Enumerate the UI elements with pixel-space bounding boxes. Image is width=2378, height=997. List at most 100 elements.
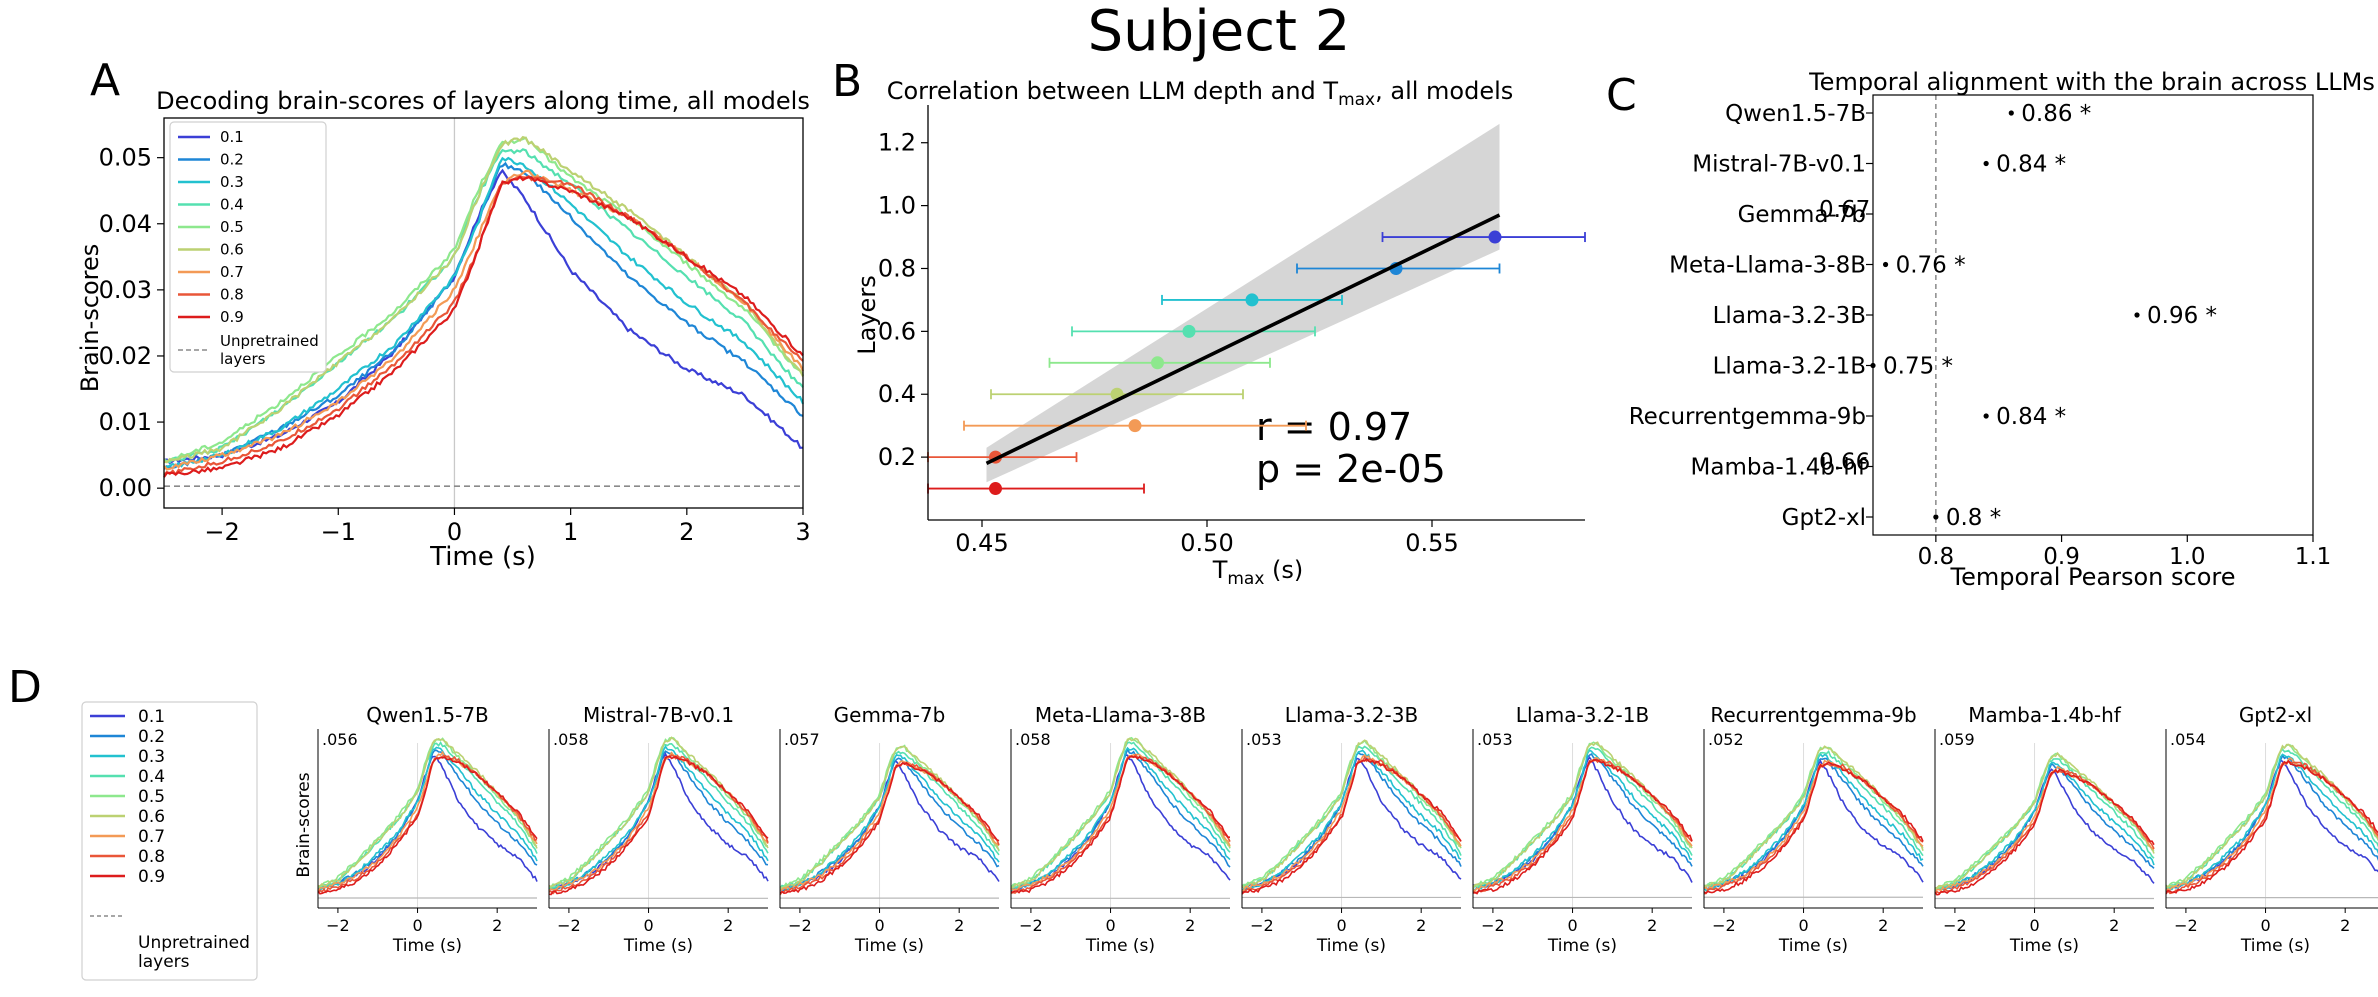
panel-d-ymax-label: .052 xyxy=(1708,730,1744,749)
panel-d-xtick-label: 2 xyxy=(1647,916,1657,935)
panel-d-series-0.9 xyxy=(1703,761,1924,894)
panel-a-frame xyxy=(163,117,804,509)
panel-d-legend-label: 0.2 xyxy=(138,727,165,747)
panel-c-xtick-label: 0.9 xyxy=(2043,544,2080,570)
panel-d-series-0.9 xyxy=(1241,758,1462,895)
panel-d-xtick-label: 2 xyxy=(723,916,733,935)
panel-c-score-label: 0.67 xyxy=(1819,197,1870,223)
panel-b-point-0.5 xyxy=(1151,356,1164,370)
panel-d-xtick-label: 2 xyxy=(2340,916,2350,935)
panel-d-series-0.7 xyxy=(779,760,1000,891)
panel-letter-c: C xyxy=(1606,70,1637,121)
panel-b-point-0.3 xyxy=(1245,293,1259,307)
panel-c-xtick-label: 1.0 xyxy=(2169,544,2206,570)
panel-b-ytick-label: 0.4 xyxy=(878,380,916,408)
panel-a-xtick-label: −1 xyxy=(321,518,356,546)
panel-d-subplot: Recurrentgemma-9b .052 −2 0 2 Time (s) xyxy=(1703,703,1924,956)
panel-d-xtick-label: 0 xyxy=(1336,916,1346,935)
panel-d-subplot-title: Gpt2-xl xyxy=(2239,703,2312,727)
panel-c-model-label: Llama-3.2-1B xyxy=(1713,354,1866,380)
panel-d-ymax-label: .058 xyxy=(1015,730,1051,749)
panel-c-model-label: Gemma-7b xyxy=(1738,202,1866,228)
panel-a-legend-label: 0.5 xyxy=(220,218,244,236)
panel-d-series-0.6 xyxy=(1010,737,1231,889)
panel-d-series-0.6 xyxy=(2165,743,2378,888)
panel-d-xtick-label: 0 xyxy=(1567,916,1577,935)
panel-d-xtick-label: 0 xyxy=(2260,916,2270,935)
panel-d-series-0.5 xyxy=(548,736,769,888)
panel-a-legend-label: 0.9 xyxy=(220,308,244,326)
panel-c-score-label: 0.84 * xyxy=(1996,404,2066,430)
panel-a-ylabel: Brain-scores xyxy=(76,244,104,393)
panel-d-ymax-label: .053 xyxy=(1477,730,1513,749)
panel-c-point xyxy=(1933,514,1939,520)
panel-d-legend-label-unpretrained-1: Unpretrained xyxy=(138,933,250,953)
panel-b-ytick-label: 0.6 xyxy=(878,317,916,345)
panel-d-xtick-label: −2 xyxy=(326,916,350,935)
panel-a-ytick-label: 0.03 xyxy=(99,276,152,304)
panel-a-xtick-label: 2 xyxy=(679,518,694,546)
panel-d-xtick-label: 0 xyxy=(2029,916,2039,935)
panel-d-series-0.9 xyxy=(1472,758,1693,895)
panel-d-subplot: Qwen1.5-7B .056 −2 0 2 Time (s) xyxy=(317,703,538,956)
panel-c-score-label: 0.84 * xyxy=(1996,152,2066,178)
panel-d-xlabel: Time (s) xyxy=(2240,936,2310,956)
panel-d-xlabel: Time (s) xyxy=(1085,936,1155,956)
panel-c-model-label: Mamba-1.4b-hf xyxy=(1691,455,1867,481)
panel-d-series-0.6 xyxy=(317,738,538,888)
panel-c-model-label: Mistral-7B-v0.1 xyxy=(1692,152,1866,178)
panel-d-xlabel: Time (s) xyxy=(1778,936,1848,956)
panel-a-ytick-label: 0.05 xyxy=(99,144,152,172)
panel-c-point xyxy=(1983,160,1989,167)
panel-d-xtick-label: −2 xyxy=(1481,916,1505,935)
panel-d-xlabel: Time (s) xyxy=(2009,936,2079,956)
panel-d-subplot-title: Mistral-7B-v0.1 xyxy=(583,703,734,727)
panel-a-ytick-label: 0.00 xyxy=(99,474,152,502)
panel-b-ytick-label: 0.8 xyxy=(878,254,916,282)
panel-b-regression-line xyxy=(985,213,1501,466)
panel-d-ymax-label: .058 xyxy=(553,730,589,749)
panel-d-series-0.5 xyxy=(779,744,1000,890)
panel-a-series-0.3 xyxy=(163,156,805,469)
panel-d-legend-label: 0.7 xyxy=(138,827,165,847)
panel-d-legend-frame xyxy=(81,701,258,981)
panel-a-xtick-label: 1 xyxy=(563,518,578,546)
panel-d-subplot: Gemma-7b .057 −2 0 2 Time (s) xyxy=(779,703,1000,956)
panel-c-model-label: Recurrentgemma-9b xyxy=(1629,404,1866,430)
panel-d-subplot: Llama-3.2-1B.053 −2 0 2 Time (s) xyxy=(1472,703,1693,956)
panel-b-title-sub: max xyxy=(1338,90,1375,110)
panel-d-series-0.9 xyxy=(1934,768,2155,896)
panel-d-xtick-label: −2 xyxy=(2174,916,2198,935)
panel-d-series-0.3 xyxy=(1703,752,1924,892)
panel-d-series-0.9 xyxy=(1010,755,1231,894)
panel-d-xtick-label: 2 xyxy=(492,916,502,935)
panel-b-r-annotation: r = 0.97 xyxy=(1256,405,1412,449)
panel-d-series-0.9 xyxy=(317,756,538,895)
panel-d-xtick-label: −2 xyxy=(557,916,581,935)
panel-d-subplot: Gpt2-xl .054 −2 0 2 Time (s) xyxy=(2165,703,2378,956)
panel-d-subplot: Llama-3.2-3B.053 −2 0 2 Time (s) xyxy=(1241,703,1462,956)
panel-d-subplot-title: Gemma-7b xyxy=(834,703,946,727)
panel-d-legend-label: 0.4 xyxy=(138,767,165,787)
panel-d-xtick-label: 0 xyxy=(874,916,884,935)
panel-d-xtick-label: 2 xyxy=(2109,916,2119,935)
panel-a-ytick-label: 0.02 xyxy=(99,342,152,370)
panel-d-xtick-label: 2 xyxy=(1878,916,1888,935)
panel-c-model-label: Gpt2-xl xyxy=(1782,505,1866,531)
panel-b-ylabel: Layers xyxy=(853,275,881,354)
panel-c-point xyxy=(1870,362,1876,369)
panel-d-series-0.4 xyxy=(1010,741,1231,888)
panel-a-series-0.9 xyxy=(163,175,804,478)
panel-d-charts: 0.10.20.30.40.50.60.70.80.9 Unpretrainedl… xyxy=(81,701,2378,981)
panel-d-xtick-label: −2 xyxy=(1019,916,1043,935)
panel-d-series-0.3 xyxy=(1241,749,1462,891)
panel-a-chart: Decoding brain-scores of layers along ti… xyxy=(76,87,811,572)
panel-c-score-label: 0.66 xyxy=(1819,450,1870,476)
panel-d-xlabel: Time (s) xyxy=(1316,936,1386,956)
panel-b-point-0.4 xyxy=(1182,324,1196,338)
panel-d-xtick-label: 2 xyxy=(954,916,964,935)
panel-d-xtick-label: 0 xyxy=(1798,916,1808,935)
panel-c-point xyxy=(1882,261,1889,268)
panel-d-subplot-title: Recurrentgemma-9b xyxy=(1710,703,1916,727)
panel-d-ylabel: Brain-scores xyxy=(294,772,314,877)
